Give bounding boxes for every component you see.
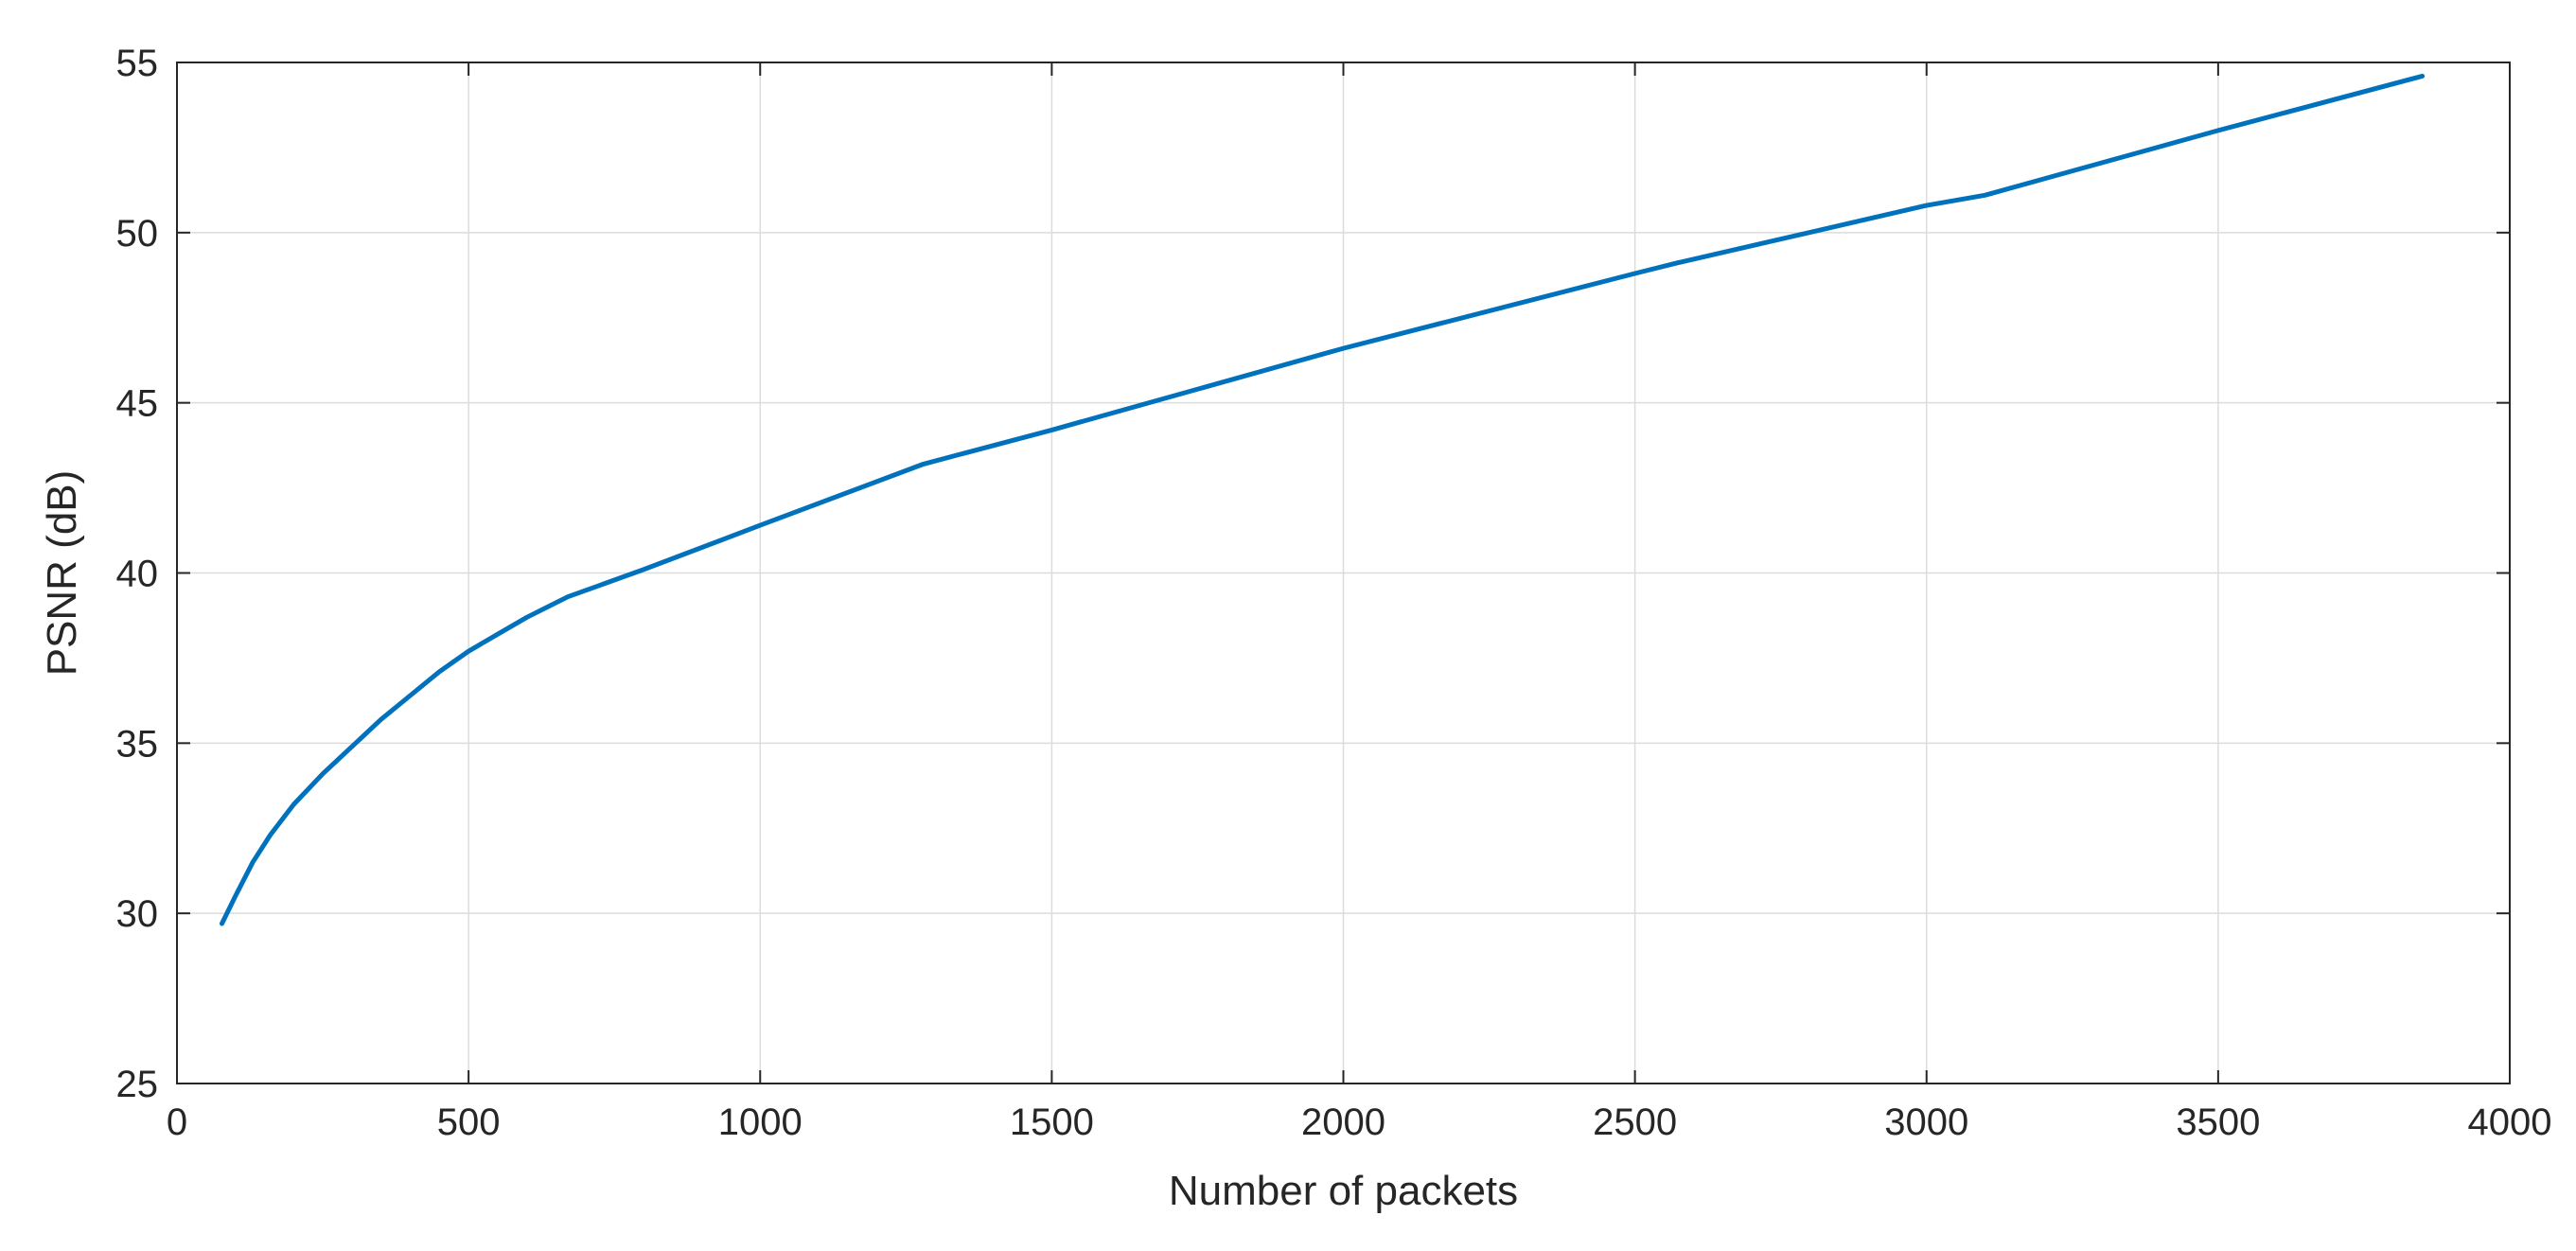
x-tick-label: 1500 (1010, 1101, 1094, 1143)
grid-layer (177, 62, 2510, 1084)
y-tick-label: 35 (116, 723, 159, 765)
x-axis-label: Number of packets (1169, 1168, 1518, 1214)
y-tick-label: 45 (116, 383, 159, 425)
x-tick-label: 1000 (718, 1101, 803, 1143)
y-tick-label: 40 (116, 554, 159, 595)
x-tick-label: 3500 (2176, 1101, 2260, 1143)
y-tick-label: 25 (116, 1064, 159, 1105)
x-tick-label: 500 (437, 1101, 501, 1143)
y-tick-label: 50 (116, 213, 159, 255)
x-tick-label: 4000 (2468, 1101, 2552, 1143)
y-tick-label: 55 (116, 43, 159, 84)
series-line-0 (220, 73, 2426, 926)
tick-label-layer: 0 500 1000 1500 2000 2500 3000 3500 4000 25 30 35 40… (116, 43, 2552, 1143)
x-tick-label: 0 (167, 1101, 187, 1143)
y-tick-label: 30 (116, 893, 159, 935)
series-layer (220, 73, 2426, 926)
tick-layer (176, 62, 2511, 1084)
y-axis-label: PSNR (dB) (39, 470, 85, 677)
x-tick-label: 2500 (1593, 1101, 1677, 1143)
x-tick-label: 2000 (1301, 1101, 1385, 1143)
x-tick-label: 3000 (1884, 1101, 1968, 1143)
